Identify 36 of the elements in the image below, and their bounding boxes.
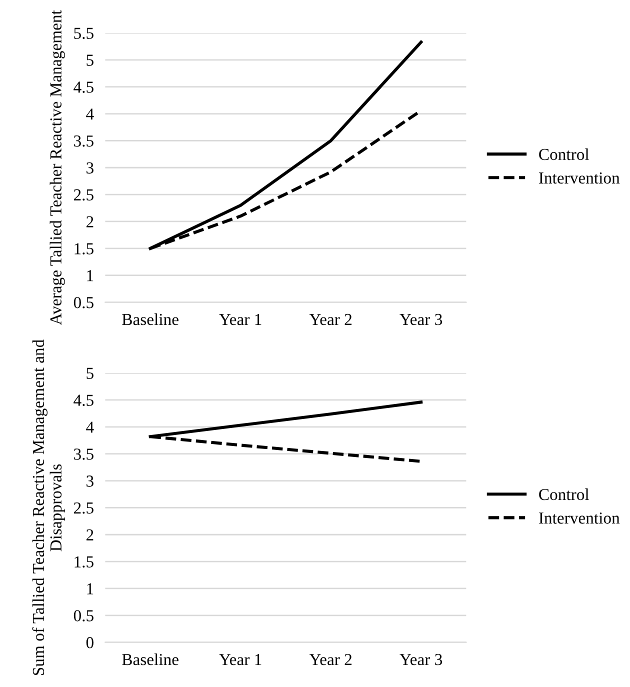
y-tick-label: 2.5 (74, 189, 94, 201)
legend-label: Control (539, 488, 590, 500)
x-tick-label: Year 1 (219, 314, 262, 326)
x-tick-label: Baseline (122, 653, 178, 666)
y-tick-label: 2 (86, 529, 94, 540)
y-tick-label: 5.5 (74, 28, 94, 39)
y-tick-label: 4 (86, 108, 94, 120)
y-tick-label: 3 (86, 162, 94, 174)
y-tick-label: 4 (86, 422, 94, 433)
y-tick-label: 0 (86, 637, 94, 648)
y-tick-label: 4.5 (74, 394, 94, 406)
y-tick-label: 1.5 (74, 556, 94, 568)
x-tick-label: Year 1 (219, 654, 262, 666)
legend-label: Intervention (539, 512, 620, 524)
x-tick-label: Year 2 (309, 654, 352, 666)
legend-label: Intervention (539, 172, 620, 184)
y-tick-label: 1.5 (74, 243, 94, 254)
y-tick-label: 2 (86, 216, 94, 228)
y-tick-label: 1 (87, 583, 94, 594)
y-tick-label: 0.5 (74, 610, 94, 622)
y-tick-label: 5 (86, 54, 94, 66)
y-axis-title: Average Tallied Teacher Reactive Management (50, 10, 65, 326)
y-tick-label: 5 (86, 368, 94, 379)
y-tick-label: 3.5 (74, 448, 94, 460)
y-tick-label: 4.5 (74, 82, 94, 93)
x-tick-label: Year 3 (400, 314, 442, 326)
legend-label: Control (539, 148, 590, 160)
y-tick-label: 3.5 (74, 135, 94, 147)
x-tick-label: Year 3 (400, 654, 442, 666)
y-tick-label: 1 (87, 270, 94, 282)
y-axis-title: Sum of Tallied Teacher Reactive Management and Disapprovals (32, 340, 65, 675)
x-tick-label: Year 2 (309, 314, 352, 326)
y-tick-label: 2.5 (74, 502, 94, 514)
y-tick-label: 3 (86, 476, 94, 487)
x-tick-label: Baseline (122, 313, 178, 326)
y-tick-label: 0.5 (74, 296, 94, 308)
